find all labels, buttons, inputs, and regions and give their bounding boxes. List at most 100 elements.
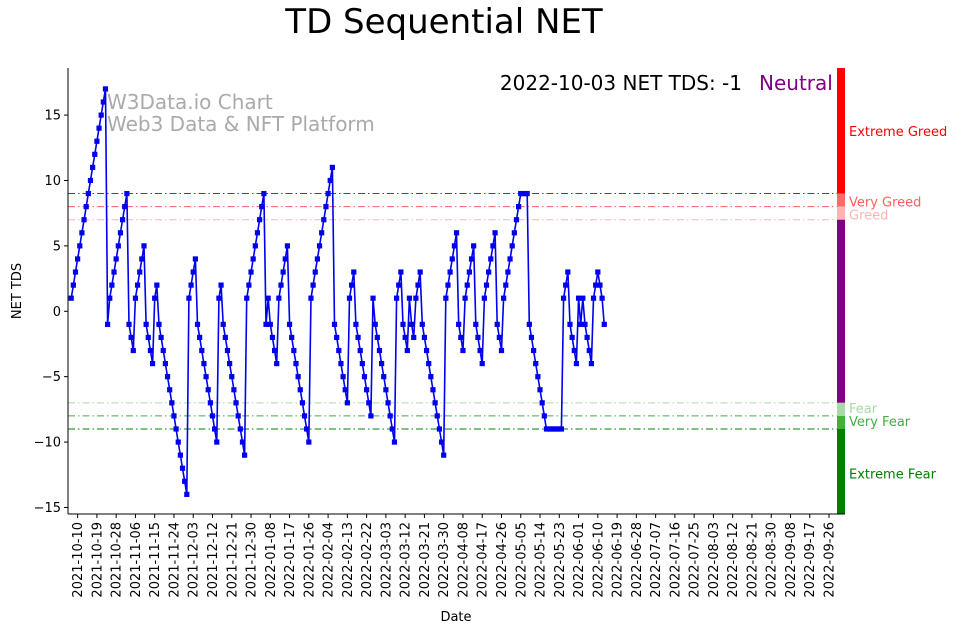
data-point: [372, 321, 378, 327]
data-point: [329, 164, 335, 171]
data-point: [107, 295, 113, 301]
data-point: [132, 295, 139, 301]
data-point: [370, 295, 376, 301]
data-point: [483, 282, 490, 288]
data-point: [224, 347, 231, 354]
data-point: [299, 400, 306, 406]
data-point: [599, 295, 605, 301]
data-point: [578, 321, 584, 327]
data-point: [471, 243, 477, 249]
x-tick-label: 2022-07-25: [688, 522, 703, 598]
x-tick-label: 2022-03-03: [379, 522, 394, 598]
data-point: [560, 295, 567, 301]
data-point: [528, 334, 535, 341]
data-point: [308, 295, 314, 301]
data-point: [282, 256, 288, 262]
data-point: [379, 360, 385, 367]
data-point: [533, 360, 539, 367]
x-tick-label: 2022-07-16: [668, 522, 683, 598]
data-point: [227, 360, 233, 367]
x-axis-label: Date: [440, 610, 471, 625]
data-point: [460, 347, 466, 354]
data-point: [269, 334, 276, 341]
data-point: [124, 190, 130, 197]
data-point: [438, 439, 445, 445]
data-point: [488, 256, 494, 262]
data-point: [588, 360, 594, 367]
data-point: [87, 177, 94, 184]
data-point: [239, 439, 246, 445]
data-point: [451, 243, 457, 249]
data-point: [428, 374, 434, 380]
data-point: [278, 282, 284, 288]
data-point: [475, 334, 481, 341]
data-point: [212, 426, 218, 432]
y-tick-label: −10: [34, 436, 61, 451]
data-point: [479, 360, 485, 367]
data-point: [404, 347, 410, 354]
data-point: [314, 256, 320, 262]
data-point: [473, 321, 479, 327]
x-tick-label: 2022-03-12: [399, 522, 414, 598]
x-tick-label: 2022-02-22: [360, 522, 375, 598]
watermark-line-2: Web3 Data & NFT Platform: [107, 112, 375, 136]
data-point: [402, 334, 408, 341]
data-point: [387, 413, 393, 419]
data-point: [242, 452, 248, 458]
data-point: [235, 413, 241, 419]
data-point: [169, 400, 175, 406]
data-point: [400, 321, 406, 327]
zone-bar-segment: [837, 428, 845, 514]
data-point: [421, 334, 428, 341]
data-point: [445, 282, 451, 288]
x-tick-label: 2021-11-06: [129, 522, 144, 598]
data-point: [98, 112, 104, 118]
data-point: [105, 321, 111, 327]
x-tick-label: 2022-06-01: [572, 522, 587, 598]
x-tick-label: 2022-07-07: [649, 522, 664, 598]
data-point: [586, 347, 592, 354]
zone-bar-segment: [837, 415, 845, 429]
data-point: [85, 190, 91, 197]
latest-status-label: Neutral: [759, 71, 833, 95]
zone-label: Very Fear: [849, 415, 911, 430]
data-point: [464, 282, 470, 288]
data-point: [323, 204, 329, 210]
data-point: [434, 413, 440, 419]
zone-bar-segment: [837, 402, 845, 416]
x-tick-label: 2022-04-17: [476, 522, 491, 598]
data-point: [263, 321, 269, 327]
data-point: [175, 439, 181, 445]
data-point: [284, 243, 291, 249]
y-tick-label: 5: [53, 239, 61, 254]
data-point: [590, 295, 597, 301]
data-point: [188, 282, 194, 288]
data-point: [306, 439, 312, 445]
data-point: [113, 256, 119, 262]
data-point: [361, 374, 368, 380]
data-point: [186, 295, 192, 301]
data-point: [449, 256, 455, 262]
data-point: [325, 190, 331, 197]
data-point: [190, 269, 196, 275]
data-point: [468, 256, 475, 262]
data-point: [201, 360, 207, 367]
data-point: [96, 125, 102, 131]
x-tick-label: 2022-09-17: [803, 522, 818, 598]
data-point: [441, 452, 447, 458]
data-point: [256, 217, 263, 223]
x-tick-label: 2022-04-26: [495, 522, 510, 598]
data-point: [156, 321, 162, 327]
data-point: [162, 360, 169, 367]
latest-value-annotation: 2022-10-03 NET TDS: -1: [500, 71, 742, 95]
data-point: [293, 360, 299, 367]
data-point: [79, 230, 85, 236]
data-point: [486, 269, 492, 275]
data-point: [336, 347, 342, 354]
x-tick-label: 2022-08-03: [707, 522, 722, 598]
x-tick-label: 2021-12-30: [245, 522, 260, 598]
data-point: [558, 426, 565, 432]
data-point: [389, 426, 395, 432]
data-point: [147, 347, 154, 354]
